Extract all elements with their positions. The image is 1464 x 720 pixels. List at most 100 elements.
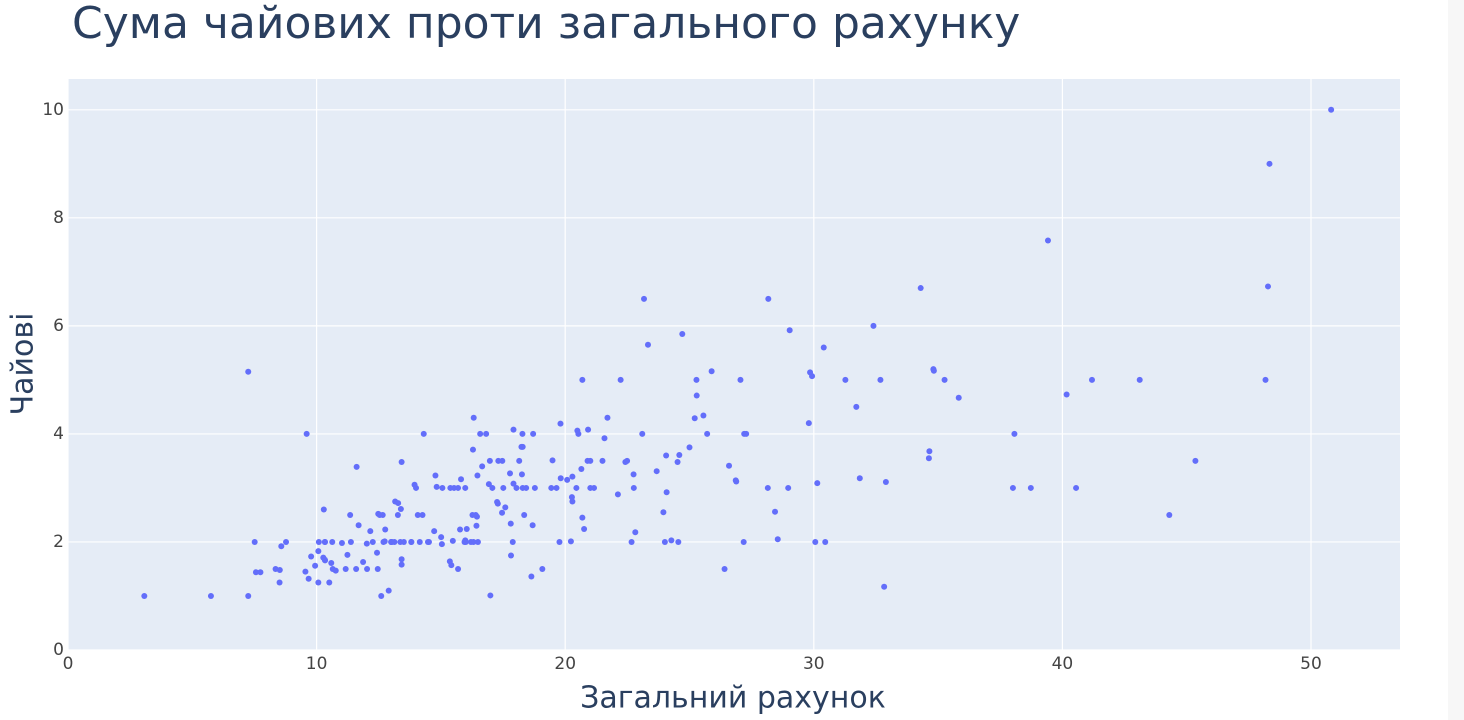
x-axis-title: Загальний рахунок (580, 681, 886, 716)
point (257, 569, 264, 576)
point (379, 511, 386, 518)
point (578, 466, 585, 473)
point (661, 538, 668, 545)
point (812, 538, 819, 545)
point (641, 295, 648, 302)
point (395, 500, 402, 507)
point (764, 484, 771, 491)
point (587, 484, 594, 491)
y-axis-title: Чайові (6, 313, 41, 416)
point (353, 565, 360, 572)
point (513, 484, 520, 491)
point (433, 483, 440, 490)
point (518, 443, 525, 450)
point (502, 504, 509, 511)
point (473, 522, 480, 529)
point (469, 446, 476, 453)
point (438, 534, 445, 541)
point (141, 592, 148, 599)
point (584, 457, 591, 464)
point (630, 484, 637, 491)
point (579, 514, 586, 521)
point (585, 426, 592, 433)
y-tick-label: 10 (42, 100, 64, 120)
point (483, 430, 490, 437)
point (398, 561, 405, 568)
point (926, 448, 933, 455)
point (400, 538, 407, 545)
point (398, 459, 405, 466)
point (693, 392, 700, 399)
point (251, 538, 258, 545)
point (1266, 160, 1273, 167)
point (477, 430, 484, 437)
point (382, 526, 389, 533)
point (557, 475, 564, 482)
point (364, 565, 371, 572)
point (569, 473, 576, 480)
y-tick-label: 4 (53, 424, 64, 444)
point (568, 494, 575, 501)
point (732, 477, 739, 484)
point (604, 414, 611, 421)
point (414, 511, 421, 518)
point (853, 403, 860, 410)
point (457, 526, 464, 533)
point (628, 538, 635, 545)
point (925, 455, 932, 462)
point (278, 543, 285, 550)
point (743, 430, 750, 437)
point (737, 376, 744, 383)
point (786, 327, 793, 334)
x-tick-label: 40 (1052, 654, 1074, 674)
plot-area: 0 10 20 30 40 50 0 2 4 6 8 10 (42, 79, 1400, 674)
point (302, 568, 309, 575)
point (245, 368, 252, 375)
point (438, 541, 445, 548)
y-tick-label: 8 (53, 208, 64, 228)
point (397, 506, 404, 513)
point (1136, 376, 1143, 383)
point (663, 452, 670, 459)
point (668, 537, 675, 544)
point (693, 376, 700, 383)
point (487, 592, 494, 599)
point (721, 565, 728, 572)
point (564, 476, 571, 483)
x-tick-label: 30 (803, 654, 825, 674)
point (1063, 391, 1070, 398)
point (516, 457, 523, 464)
point (726, 462, 733, 469)
point (378, 592, 385, 599)
point (508, 552, 515, 559)
point (305, 575, 312, 582)
point (553, 484, 560, 491)
point (252, 569, 259, 576)
point (474, 538, 481, 545)
point (245, 592, 252, 599)
point (765, 295, 772, 302)
point (548, 484, 555, 491)
point (507, 520, 514, 527)
point (557, 420, 564, 427)
point (653, 468, 660, 475)
point (941, 376, 948, 383)
point (408, 538, 415, 545)
point (675, 538, 682, 545)
point (329, 538, 336, 545)
point (581, 525, 588, 532)
point (276, 579, 283, 586)
point (322, 538, 329, 545)
point (630, 471, 637, 478)
point (328, 560, 335, 567)
x-tick-label: 50 (1300, 654, 1322, 674)
point (521, 511, 528, 518)
point (530, 430, 537, 437)
y-tick-label: 0 (53, 640, 64, 660)
point (419, 511, 426, 518)
point (347, 538, 354, 545)
point (1088, 376, 1095, 383)
point (691, 415, 698, 422)
point (660, 509, 667, 516)
